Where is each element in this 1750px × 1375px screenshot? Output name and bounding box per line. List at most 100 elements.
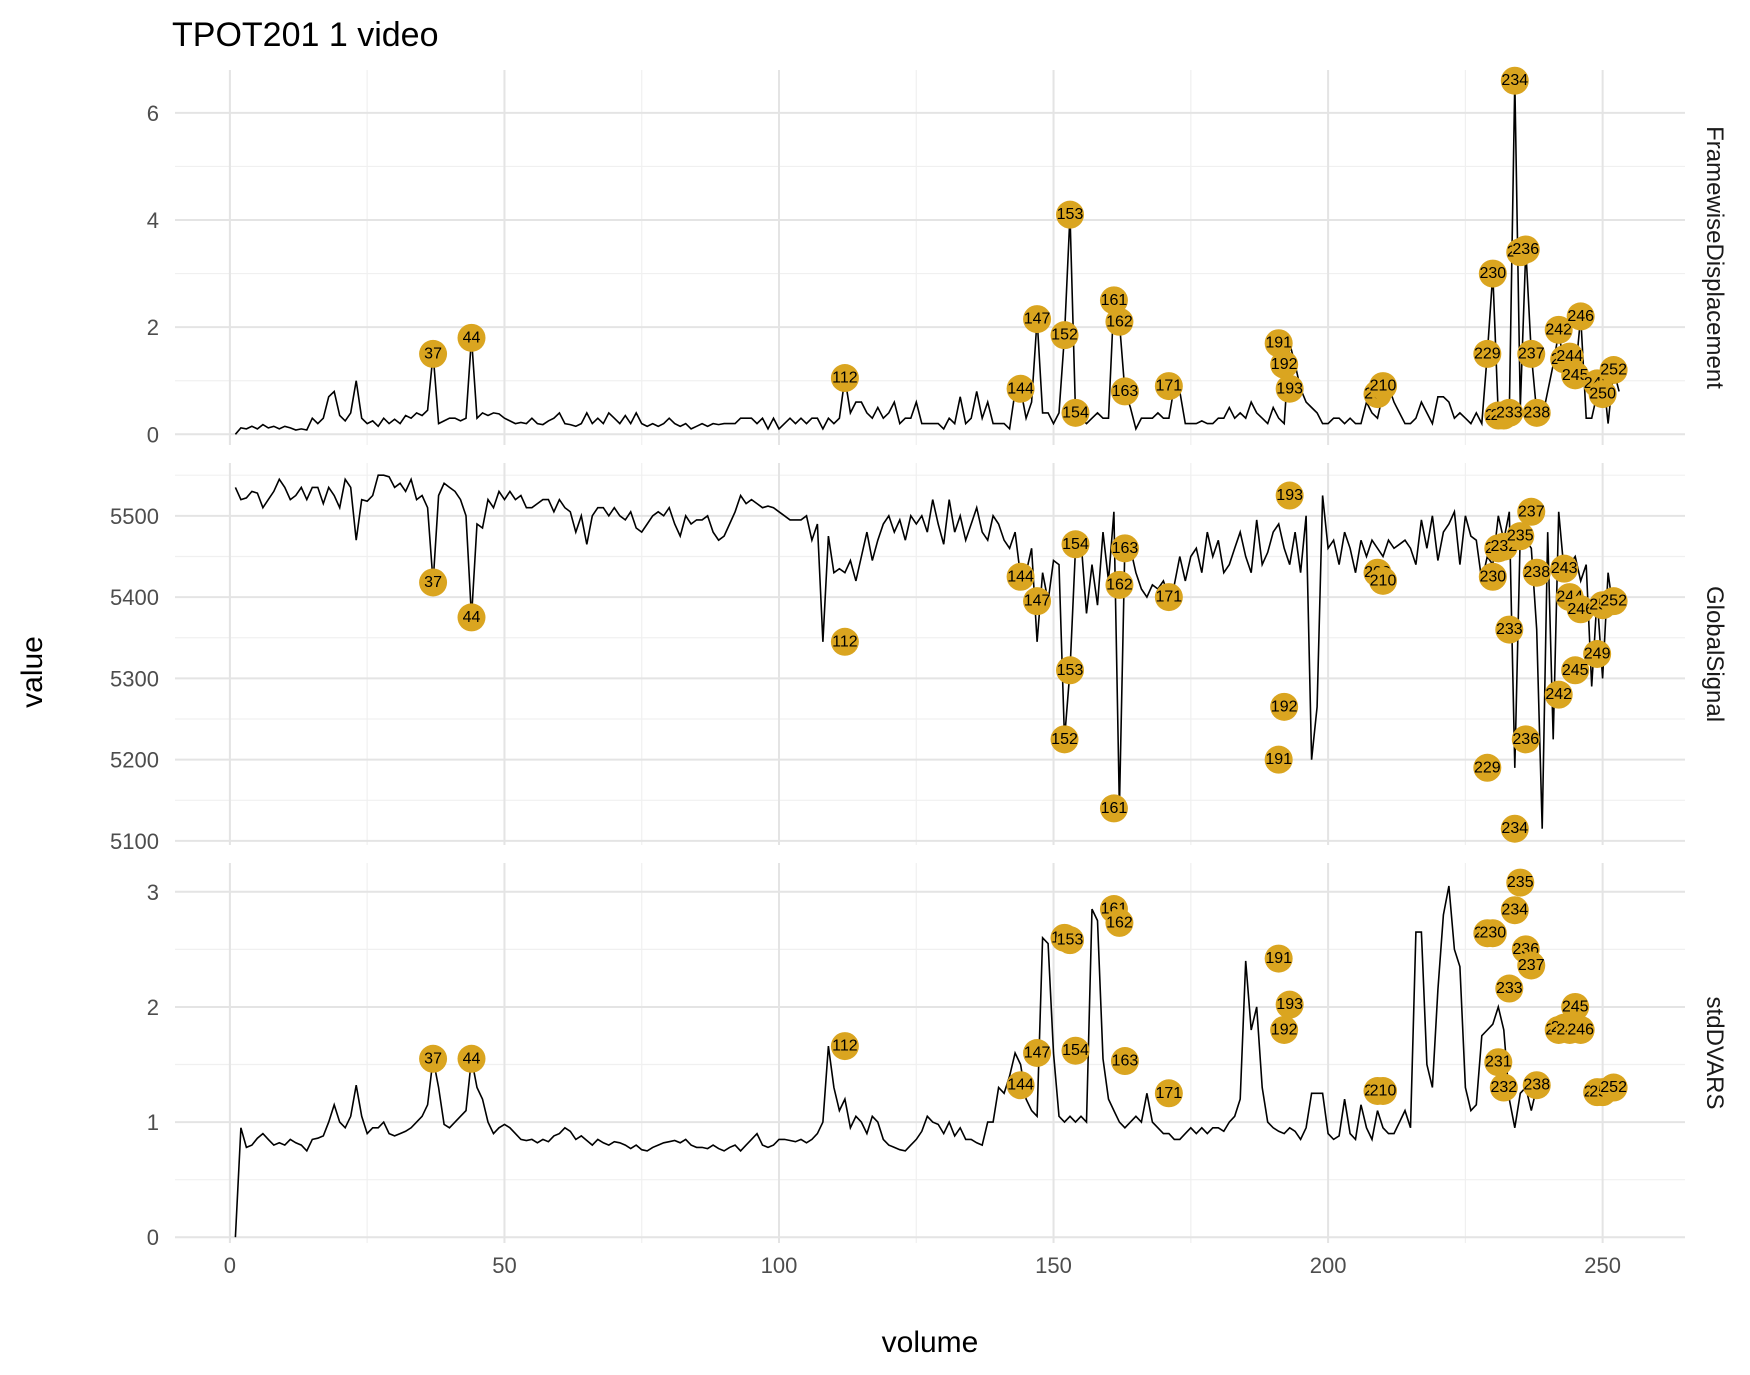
flagged-point-marker bbox=[1473, 339, 1502, 368]
flagged-point-marker bbox=[1522, 398, 1551, 427]
flagged-point-marker bbox=[1110, 377, 1139, 406]
flagged-point-label: 144 bbox=[1007, 1077, 1034, 1094]
flagged-point-label: 250 bbox=[1589, 386, 1616, 403]
flagged-point-label: 152 bbox=[1051, 731, 1078, 748]
flagged-point-label: 37 bbox=[424, 345, 442, 362]
flagged-point-marker bbox=[1105, 908, 1134, 937]
flagged-point-marker bbox=[1599, 587, 1628, 616]
flagged-point-label: 233 bbox=[1496, 404, 1523, 421]
flagged-point-marker bbox=[1566, 302, 1595, 331]
x-tick-label: 250 bbox=[1584, 1253, 1621, 1278]
flagged-point-label: 210 bbox=[1370, 378, 1397, 395]
flagged-point-marker bbox=[1099, 286, 1128, 315]
flagged-point-label: 144 bbox=[1007, 380, 1034, 397]
flagged-point-marker bbox=[830, 627, 859, 656]
flagged-point-label: 162 bbox=[1106, 576, 1133, 593]
flagged-point-label: 232 bbox=[1490, 1079, 1517, 1096]
panel-GlobalSignal: 5100 5200 5300 5400 5500 37 44 112 144 147 152 153 1… bbox=[110, 463, 1728, 854]
flagged-point-label: 193 bbox=[1276, 487, 1303, 504]
flagged-point-label: 210 bbox=[1370, 1083, 1397, 1100]
flagged-point-marker bbox=[1050, 321, 1079, 350]
flagged-point-marker bbox=[1061, 1036, 1090, 1065]
flagged-point-label: 231 bbox=[1485, 1054, 1512, 1071]
flagged-point-label: 192 bbox=[1271, 1021, 1298, 1038]
flagged-point-label: 245 bbox=[1562, 367, 1589, 384]
flagged-point-label: 147 bbox=[1024, 593, 1051, 610]
flagged-point-marker bbox=[1495, 974, 1524, 1003]
y-tick-label: 0 bbox=[147, 422, 159, 447]
flagged-point-label: 235 bbox=[1507, 528, 1534, 545]
flagged-point-label: 163 bbox=[1112, 383, 1139, 400]
flagged-point-marker bbox=[1599, 1073, 1628, 1102]
flagged-point-label: 252 bbox=[1600, 593, 1627, 610]
flagged-point-marker bbox=[1511, 235, 1540, 264]
flagged-point-label: 37 bbox=[424, 1050, 442, 1067]
y-tick-label: 1 bbox=[147, 1110, 159, 1135]
flagged-point-marker bbox=[1588, 380, 1617, 409]
y-tick-label: 5400 bbox=[110, 585, 159, 610]
y-tick-label: 6 bbox=[147, 101, 159, 126]
flagged-point-label: 243 bbox=[1551, 560, 1578, 577]
x-tick-label: 200 bbox=[1310, 1253, 1347, 1278]
flagged-point-label: 229 bbox=[1474, 759, 1501, 776]
flagged-point-marker bbox=[1099, 794, 1128, 823]
flagged-point-marker bbox=[1023, 587, 1052, 616]
flagged-point-marker bbox=[1056, 200, 1085, 229]
y-tick-label: 5500 bbox=[110, 504, 159, 529]
flagged-point-marker bbox=[419, 568, 448, 597]
series-line-GlobalSignal bbox=[234, 474, 1620, 829]
flagged-point-marker bbox=[1544, 680, 1573, 709]
flagged-point-marker bbox=[1105, 307, 1134, 336]
flagged-point-marker bbox=[1517, 339, 1546, 368]
flagged-point-marker bbox=[1154, 1079, 1183, 1108]
flagged-point-label: 152 bbox=[1051, 327, 1078, 344]
flagged-point-label: 252 bbox=[1600, 1079, 1627, 1096]
flagged-point-label: 237 bbox=[1518, 957, 1545, 974]
flagged-point-label: 191 bbox=[1265, 335, 1292, 352]
flagged-point-marker bbox=[1369, 566, 1397, 595]
flagged-point-marker bbox=[1154, 372, 1183, 401]
flagged-point-label: 229 bbox=[1474, 345, 1501, 362]
flagged-point-marker bbox=[1006, 374, 1035, 403]
flagged-point-label: 193 bbox=[1276, 380, 1303, 397]
flagged-point-label: 154 bbox=[1062, 404, 1089, 421]
flagged-point-label: 144 bbox=[1007, 568, 1034, 585]
flagged-point-marker bbox=[1061, 398, 1090, 427]
flagged-point-label: 210 bbox=[1370, 572, 1397, 589]
flagged-point-marker bbox=[1566, 1015, 1595, 1044]
flagged-point-marker bbox=[1369, 372, 1397, 401]
flagged-point-marker bbox=[1270, 1015, 1299, 1044]
flagged-point-marker bbox=[1506, 868, 1535, 897]
flagged-point-marker bbox=[1105, 570, 1134, 599]
flagged-point-label: 191 bbox=[1265, 751, 1292, 768]
flagged-point-marker bbox=[1489, 1073, 1518, 1102]
flagged-point-marker bbox=[1500, 896, 1529, 925]
flagged-point-label: 161 bbox=[1101, 800, 1128, 817]
flagged-point-marker bbox=[1478, 919, 1507, 948]
flagged-point-label: 238 bbox=[1523, 404, 1550, 421]
flagged-point-marker bbox=[1270, 692, 1299, 721]
flagged-point-marker bbox=[1561, 992, 1590, 1021]
flagged-point-label: 246 bbox=[1567, 601, 1594, 618]
flagged-point-label: 154 bbox=[1062, 536, 1089, 553]
flagged-point-marker bbox=[1478, 562, 1507, 591]
y-tick-label: 0 bbox=[147, 1225, 159, 1250]
flagged-point-label: 236 bbox=[1512, 731, 1539, 748]
flagged-point-marker bbox=[1544, 315, 1573, 344]
y-axis-title: value bbox=[16, 636, 49, 708]
flagged-point-label: 252 bbox=[1600, 362, 1627, 379]
flagged-point-marker bbox=[1561, 361, 1590, 390]
flagged-point-marker bbox=[1473, 753, 1502, 782]
chart-title: TPOT201 1 video bbox=[172, 16, 438, 54]
flagged-point-marker bbox=[1264, 329, 1293, 358]
flagged-point-marker bbox=[1006, 1071, 1035, 1100]
flagged-point-label: 237 bbox=[1518, 345, 1545, 362]
flagged-point-label: 44 bbox=[463, 329, 481, 346]
flagged-point-label: 245 bbox=[1562, 998, 1589, 1015]
flagged-point-label: 192 bbox=[1271, 356, 1298, 373]
flagged-point-marker bbox=[1478, 259, 1507, 288]
x-tick-label: 100 bbox=[761, 1253, 798, 1278]
flagged-point-marker bbox=[1583, 640, 1612, 668]
flagged-point-marker bbox=[830, 1032, 859, 1061]
